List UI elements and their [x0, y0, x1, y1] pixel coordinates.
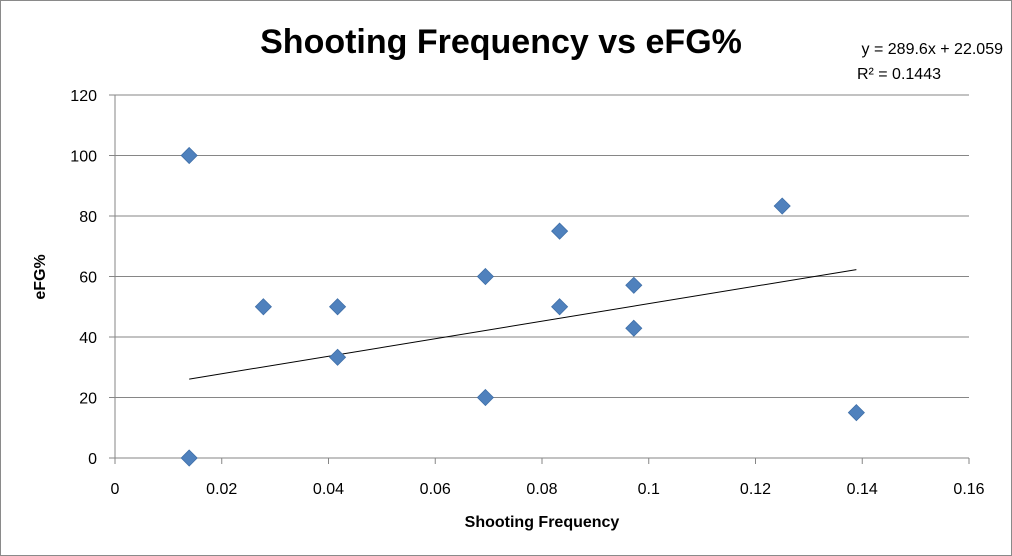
data-point	[476, 388, 494, 407]
trendline	[189, 269, 857, 380]
x-tick-label: 0	[111, 481, 120, 498]
x-tick-label: 0.12	[740, 481, 771, 498]
x-tick-label: 0.04	[313, 481, 344, 498]
x-tick-label: 0.06	[420, 481, 451, 498]
gridlines	[115, 94, 969, 398]
x-axis-label: Shooting Frequency	[465, 514, 620, 531]
data-points	[180, 146, 865, 467]
x-tick-labels: 0 0.02 0.04 0.06 0.08 0.1 0.12 0.14 0.16	[111, 481, 985, 498]
x-tick-label: 0.02	[206, 481, 237, 498]
data-point	[847, 404, 865, 422]
data-point	[625, 319, 643, 337]
x-tick-label: 0.14	[847, 481, 878, 498]
data-point	[625, 276, 643, 294]
data-point	[476, 267, 494, 286]
y-tick-label: 120	[70, 88, 97, 105]
chart-title: Shooting Frequency vs eFG%	[260, 23, 742, 61]
trendline-r-squared: R² = 0.1443	[856, 66, 941, 83]
x-tick-label: 0.1	[638, 481, 660, 498]
data-point	[551, 298, 569, 316]
data-point	[180, 449, 198, 467]
y-tick-label: 0	[88, 451, 97, 468]
y-tick-labels: 0 20 40 60 80 100 120	[70, 88, 97, 468]
data-point	[329, 298, 347, 316]
data-point	[180, 146, 198, 165]
y-tick-label: 20	[79, 391, 97, 408]
axes	[109, 94, 970, 464]
data-point	[329, 348, 347, 366]
y-tick-label: 100	[70, 149, 97, 166]
data-point	[773, 197, 791, 215]
y-axis-label: eFG%	[32, 254, 49, 299]
data-point	[551, 222, 569, 240]
x-tick-label: 0.08	[526, 481, 557, 498]
x-tick-label: 0.16	[953, 481, 984, 498]
trendline-group	[189, 269, 857, 380]
trendline-equation-box: y = 289.6x + 22.059 R² = 0.1443	[763, 37, 1003, 87]
data-point	[254, 298, 272, 316]
y-tick-label: 60	[79, 270, 97, 287]
trendline-equation: y = 289.6x + 22.059	[861, 41, 1003, 58]
y-tick-label: 40	[79, 330, 97, 347]
y-tick-label: 80	[79, 209, 97, 226]
